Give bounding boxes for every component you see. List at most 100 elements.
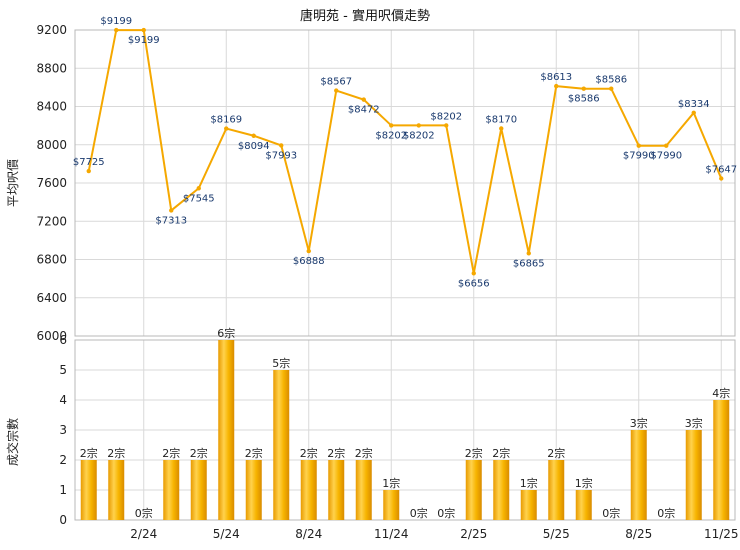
price-data-label: $8202 <box>430 111 462 122</box>
volume-bar <box>383 490 400 520</box>
price-points <box>86 27 724 276</box>
price-y-tick-label: 8400 <box>36 100 67 114</box>
x-tick-label: 2/25 <box>460 527 487 541</box>
volume-y-ticks: 0 1 2 3 4 5 6 <box>59 333 67 527</box>
x-tick-label: 5/24 <box>213 527 240 541</box>
volume-data-label: 1宗 <box>520 476 538 490</box>
price-point <box>664 143 669 148</box>
volume-y-tick-label: 1 <box>59 483 67 497</box>
price-data-label: $7725 <box>73 157 105 168</box>
price-data-label: $8567 <box>320 77 352 88</box>
volume-bar <box>273 370 290 520</box>
volume-data-label: 0宗 <box>135 506 153 520</box>
volume-y-tick-label: 2 <box>59 453 67 467</box>
price-point <box>719 176 724 181</box>
price-data-label: $8169 <box>210 115 242 126</box>
price-data-label: $8094 <box>238 141 270 152</box>
volume-data-label: 2宗 <box>355 446 373 460</box>
volume-data-label: 0宗 <box>410 506 428 520</box>
volume-data-label: 2宗 <box>80 446 98 460</box>
price-point <box>114 27 119 33</box>
volume-bar <box>190 460 207 520</box>
price-data-label: $6888 <box>293 256 325 267</box>
price-y-tick-label: 7600 <box>36 176 67 190</box>
x-tick-label: 8/24 <box>295 527 322 541</box>
price-data-label: $8586 <box>595 75 627 86</box>
price-point <box>361 97 366 102</box>
price-point <box>581 86 586 91</box>
price-point <box>416 123 421 128</box>
volume-data-label: 2宗 <box>245 446 263 460</box>
price-data-label: $8613 <box>540 72 572 83</box>
volume-data-label: 2宗 <box>547 446 565 460</box>
price-point <box>224 126 229 131</box>
price-line <box>87 29 723 274</box>
volume-bar <box>520 490 537 520</box>
volume-data-label: 0宗 <box>657 506 675 520</box>
volume-bar <box>163 460 180 520</box>
volume-bar <box>108 460 125 520</box>
volume-y-tick-label: 0 <box>59 513 67 527</box>
volume-data-label: 3宗 <box>685 416 703 430</box>
price-data-label: $7990 <box>623 151 655 162</box>
volume-data-label: 2宗 <box>327 446 345 460</box>
price-point <box>86 168 91 174</box>
volume-bar <box>218 340 235 520</box>
price-panel: 6000 6400 6800 7200 7600 8000 8400 8800 9200 $77… <box>6 16 737 343</box>
volume-data-label: 6宗 <box>217 326 235 340</box>
price-data-label: $8170 <box>485 114 517 125</box>
price-data-label: $7993 <box>265 150 297 161</box>
price-point <box>691 110 696 116</box>
price-y-tick-label: 8800 <box>36 61 67 75</box>
price-data-label: $8202 <box>375 130 407 141</box>
price-point <box>444 123 449 128</box>
price-y-tick-label: 6000 <box>36 329 67 343</box>
volume-data-label: 2宗 <box>162 446 180 460</box>
price-data-label: $6865 <box>513 258 545 269</box>
price-point <box>251 133 256 138</box>
volume-data-label: 2宗 <box>492 446 510 460</box>
price-data-labels: $7725 $9199 $9199 $7313 $7545 $8169 $8094$7993… <box>73 16 737 289</box>
volume-data-label: 3宗 <box>630 416 648 430</box>
volume-bar <box>493 460 510 520</box>
price-data-label: $8334 <box>678 99 710 110</box>
volume-y-tick-label: 4 <box>59 393 67 407</box>
volume-bar <box>300 460 317 520</box>
price-y-tick-label: 6800 <box>36 253 67 267</box>
price-data-label: $9199 <box>100 16 132 27</box>
price-point <box>196 186 201 191</box>
volume-data-label: 0宗 <box>437 506 455 520</box>
price-plot-frame <box>74 29 736 337</box>
volume-bar <box>575 490 592 520</box>
price-y-tick-label: 8000 <box>36 138 67 152</box>
price-data-label: $8472 <box>348 105 380 116</box>
price-y-axis-label: 平均呎價 <box>6 159 20 207</box>
volume-data-labels: 2宗 2宗 0宗 2宗 2宗 6宗 2宗 5宗 2宗 2宗 2宗 1宗 0宗 0宗 2宗 2宗 1宗 2宗 1宗 0宗… <box>80 326 731 520</box>
volume-bar <box>328 460 345 520</box>
x-tick-label: 5/25 <box>543 527 570 541</box>
price-point <box>306 248 311 254</box>
price-data-label: $7545 <box>183 193 215 204</box>
volume-data-label: 2宗 <box>190 446 208 460</box>
price-point <box>279 143 284 148</box>
price-point <box>471 271 476 276</box>
x-tick-label: 2/24 <box>130 527 157 541</box>
volume-plot-frame <box>74 339 736 521</box>
volume-bar <box>465 460 482 520</box>
volume-data-label: 5宗 <box>272 356 290 370</box>
price-data-label: $9199 <box>128 35 160 46</box>
price-point <box>609 86 614 91</box>
price-y-tick-label: 7200 <box>36 214 67 228</box>
price-y-ticks: 6000 6400 6800 7200 7600 8000 8400 8800 9200 <box>36 23 67 343</box>
x-axis-ticks: 2/24 5/24 8/24 11/24 2/25 5/25 8/25 11/25 <box>130 527 738 541</box>
volume-data-label: 2宗 <box>300 446 318 460</box>
price-point <box>334 88 339 93</box>
price-point <box>526 251 531 256</box>
volume-y-tick-label: 3 <box>59 423 67 437</box>
volume-bars <box>80 340 730 520</box>
price-data-label: $8586 <box>568 94 600 105</box>
volume-y-tick-label: 6 <box>59 333 67 347</box>
price-data-label: $7990 <box>650 151 682 162</box>
volume-bar <box>630 430 647 520</box>
